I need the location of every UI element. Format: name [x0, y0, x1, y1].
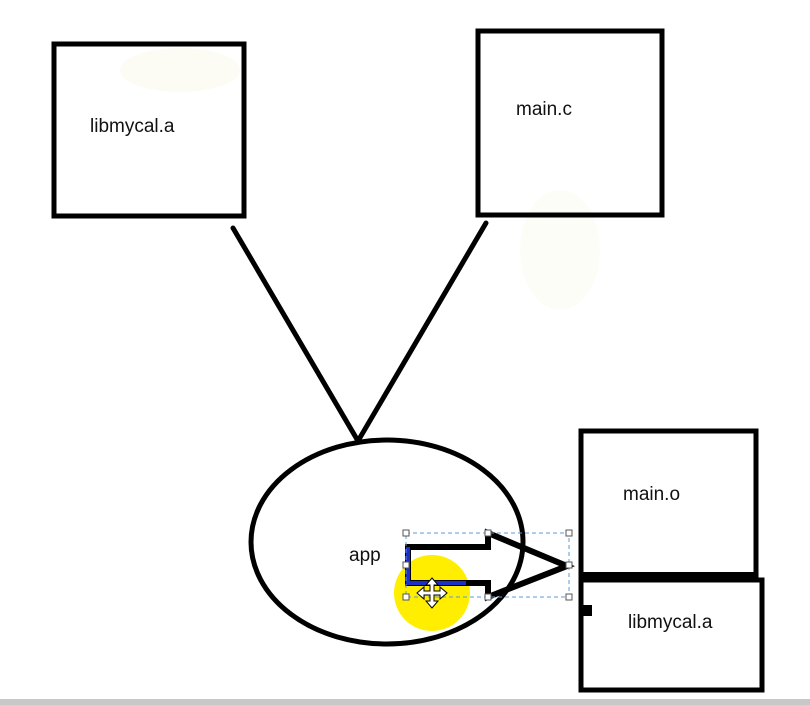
resize-handle-se[interactable]	[565, 593, 573, 601]
box-libmycal-input-label: libmycal.a	[90, 116, 175, 137]
resize-handle-ne[interactable]	[565, 529, 573, 537]
resize-handle-nw[interactable]	[402, 529, 410, 537]
box-marker	[583, 605, 592, 616]
box-divider	[581, 572, 756, 581]
ellipse-app[interactable]	[248, 437, 526, 647]
selection-frame[interactable]	[402, 529, 573, 601]
box-libmycal-output[interactable]: libmycal.a	[578, 577, 765, 693]
box-libmycal-output-label: libmycal.a	[628, 612, 713, 633]
background-smudges	[120, 48, 600, 310]
edge-libmycal-to-app[interactable]	[230, 225, 361, 444]
resize-handle-sw[interactable]	[402, 593, 410, 601]
edge-main-c-to-app[interactable]	[355, 220, 489, 444]
bottom-scroll-bar[interactable]	[0, 699, 810, 705]
box-main-c-label: main.c	[516, 99, 572, 120]
block-arrow-selected[interactable]	[405, 528, 575, 602]
resize-handle-w[interactable]	[402, 561, 410, 569]
ellipse-app-label: app	[349, 545, 381, 566]
box-libmycal-input[interactable]: libmycal.a	[51, 41, 247, 219]
arrow-accent-edge	[406, 547, 466, 585]
move-cursor-icon	[416, 577, 448, 609]
resize-handle-s[interactable]	[484, 593, 492, 601]
resize-handle-e[interactable]	[565, 561, 573, 569]
box-main-o-label: main.o	[623, 484, 680, 505]
resize-handle-n[interactable]	[484, 529, 492, 537]
box-main-c[interactable]: main.c	[475, 28, 665, 218]
box-main-o[interactable]: main.o	[578, 428, 759, 578]
